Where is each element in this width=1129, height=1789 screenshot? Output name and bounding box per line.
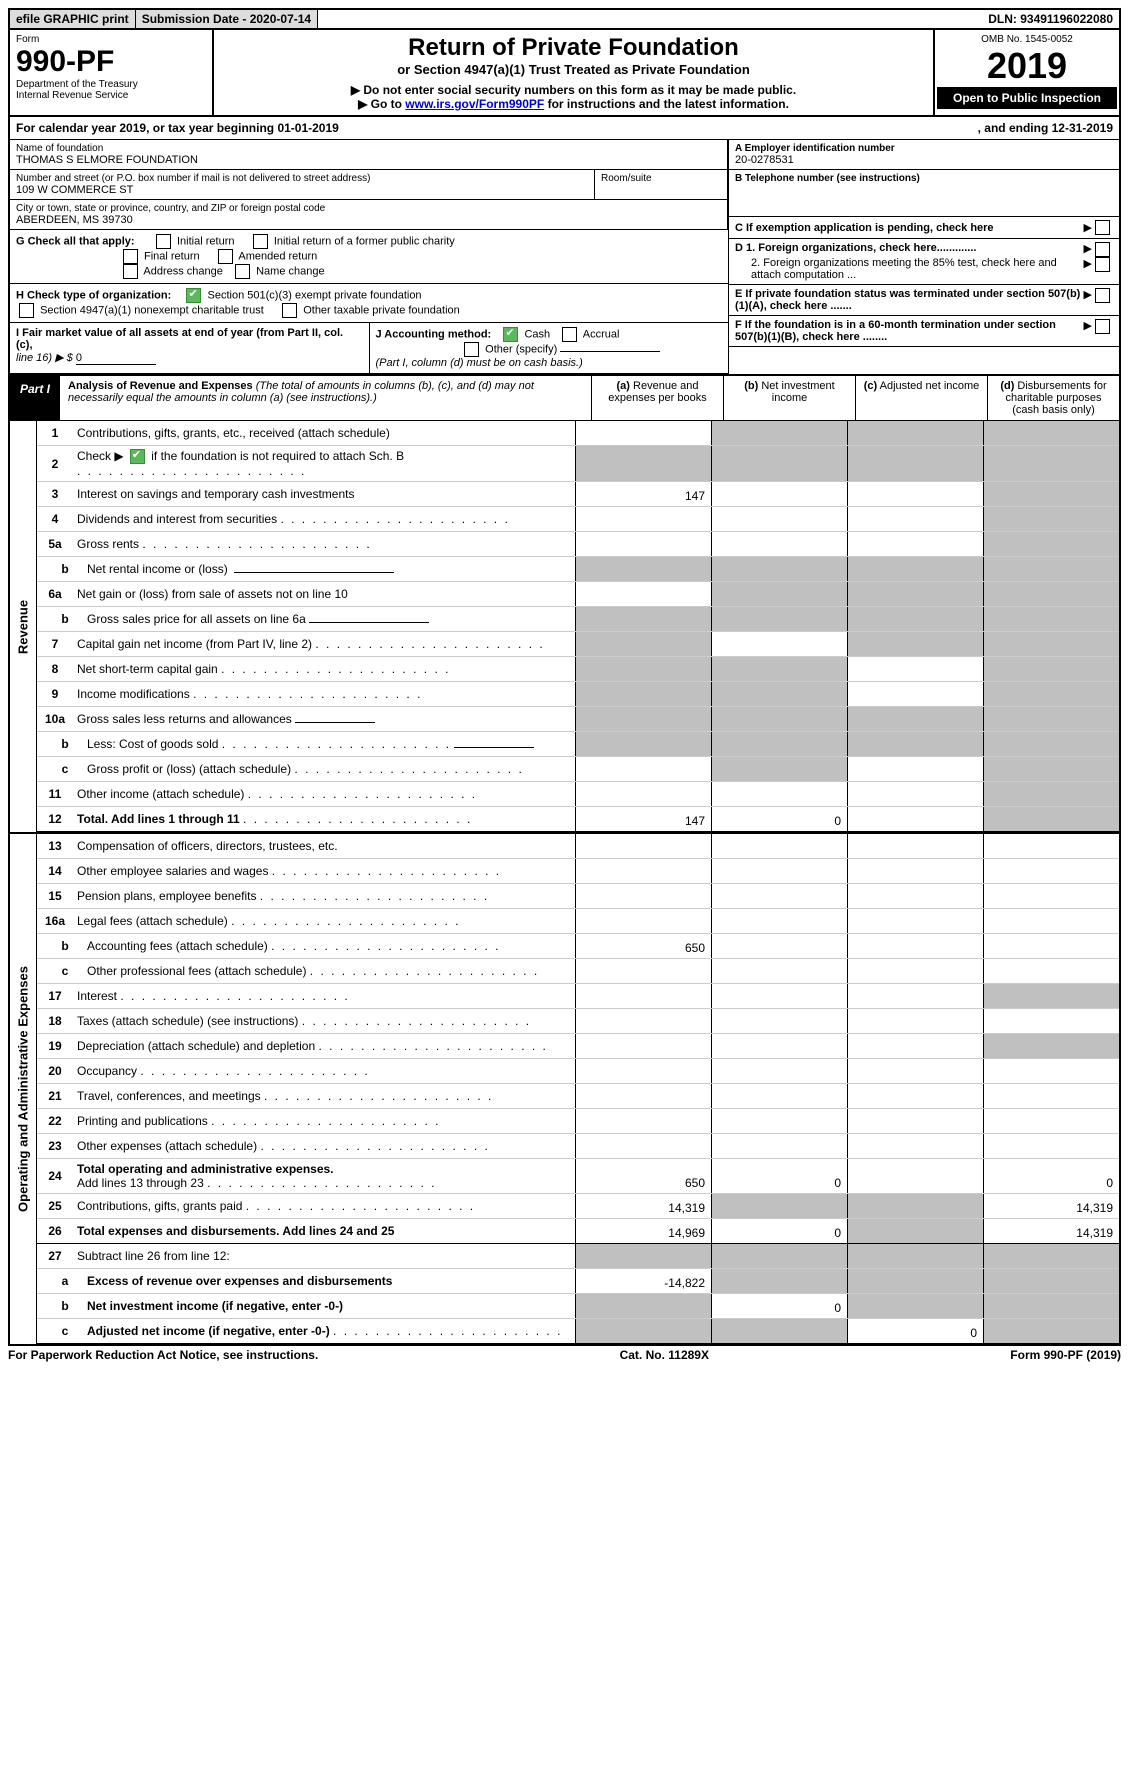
foundation-name: THOMAS S ELMORE FOUNDATION	[16, 154, 721, 166]
tel-label: B Telephone number (see instructions)	[735, 173, 1113, 184]
footer: For Paperwork Reduction Act Notice, see …	[8, 1346, 1121, 1362]
part1-header: Part I Analysis of Revenue and Expenses …	[8, 374, 1121, 421]
submission-date: Submission Date - 2020-07-14	[136, 10, 318, 28]
dept: Department of the Treasury	[16, 79, 206, 90]
note-ssn: ▶ Do not enter social security numbers o…	[220, 83, 927, 97]
form-subtitle: or Section 4947(a)(1) Trust Treated as P…	[220, 62, 927, 77]
omb: OMB No. 1545-0052	[937, 34, 1117, 45]
topbar: efile GRAPHIC print Submission Date - 20…	[8, 8, 1121, 30]
efile-button[interactable]: efile GRAPHIC print	[10, 10, 136, 28]
cb-f[interactable]	[1095, 319, 1110, 334]
cb-amended[interactable]	[218, 249, 233, 264]
cb-address-change[interactable]	[123, 264, 138, 279]
open-inspection: Open to Public Inspection	[937, 87, 1117, 109]
f-label: F If the foundation is in a 60-month ter…	[735, 319, 1084, 343]
c-label: C If exemption application is pending, c…	[735, 222, 1084, 234]
footer-mid: Cat. No. 11289X	[620, 1348, 709, 1362]
form-header: Form 990-PF Department of the Treasury I…	[8, 30, 1121, 117]
cb-accrual[interactable]	[562, 327, 577, 342]
ein-value: 20-0278531	[735, 154, 1113, 166]
cb-other-method[interactable]	[464, 342, 479, 357]
cb-cash[interactable]	[503, 327, 518, 342]
g-row: G Check all that apply: Initial return I…	[10, 230, 728, 284]
info-section: Name of foundation THOMAS S ELMORE FOUND…	[8, 140, 1121, 374]
expenses-label: Operating and Administrative Expenses	[10, 834, 37, 1344]
cb-4947[interactable]	[19, 303, 34, 318]
city-label: City or town, state or province, country…	[16, 203, 721, 214]
part1-label: Part I	[10, 376, 60, 420]
form-number: 990-PF	[16, 45, 206, 79]
irs-link[interactable]: www.irs.gov/Form990PF	[405, 97, 544, 111]
name-label: Name of foundation	[16, 143, 721, 154]
note-link: ▶ Go to www.irs.gov/Form990PF for instru…	[220, 97, 927, 111]
i-label: I Fair market value of all assets at end…	[16, 327, 343, 351]
cb-other-taxable[interactable]	[282, 303, 297, 318]
revenue-label: Revenue	[10, 421, 37, 832]
cb-initial-return[interactable]	[156, 234, 171, 249]
dln: DLN: 93491196022080	[982, 10, 1119, 28]
calendar-year-row: For calendar year 2019, or tax year begi…	[8, 117, 1121, 140]
cb-d1[interactable]	[1095, 242, 1110, 257]
cb-e[interactable]	[1095, 288, 1110, 303]
ein-label: A Employer identification number	[735, 143, 1113, 154]
footer-left: For Paperwork Reduction Act Notice, see …	[8, 1348, 318, 1362]
form-title: Return of Private Foundation	[220, 34, 927, 62]
city-state-zip: ABERDEEN, MS 39730	[16, 214, 721, 226]
revenue-table: Revenue 1Contributions, gifts, grants, e…	[8, 421, 1121, 834]
cb-d2[interactable]	[1095, 257, 1110, 272]
footer-right: Form 990-PF (2019)	[1010, 1348, 1121, 1362]
irs: Internal Revenue Service	[16, 90, 206, 101]
cb-final-return[interactable]	[123, 249, 138, 264]
cb-name-change[interactable]	[235, 264, 250, 279]
cb-initial-former[interactable]	[253, 234, 268, 249]
e-label: E If private foundation status was termi…	[735, 288, 1084, 312]
h-row: H Check type of organization: Section 50…	[10, 284, 728, 323]
expenses-table: Operating and Administrative Expenses 13…	[8, 834, 1121, 1346]
tax-year: 2019	[937, 45, 1117, 87]
i-value: 0	[76, 352, 156, 365]
form-word: Form	[16, 34, 206, 45]
cb-c[interactable]	[1095, 220, 1110, 235]
addr-label: Number and street (or P.O. box number if…	[16, 173, 588, 184]
topbar-spacer	[318, 10, 982, 28]
street-address: 109 W COMMERCE ST	[16, 184, 588, 196]
room-label: Room/suite	[601, 173, 721, 184]
cb-501c3[interactable]	[186, 288, 201, 303]
cb-schb[interactable]	[130, 449, 145, 464]
